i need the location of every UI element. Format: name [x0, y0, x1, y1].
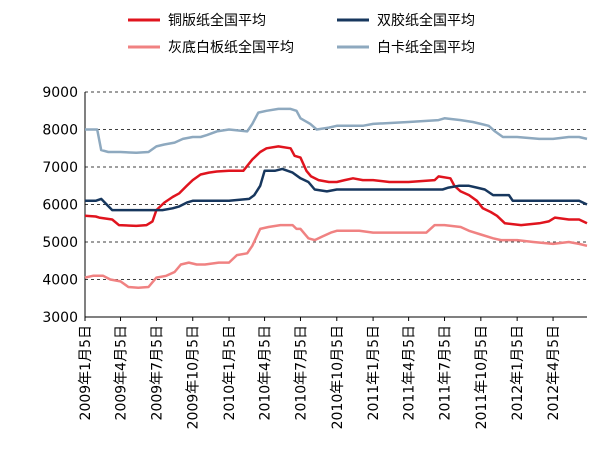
x-tick-label: 2010年7月5日	[293, 325, 309, 420]
legend-label: 白卡纸全国平均	[377, 39, 475, 56]
legend-label: 铜版纸全国平均	[168, 12, 266, 29]
x-axis-tick-labels: 2009年1月5日 2009年4月5日 2009年7月5日 2009年10月5日 201…	[78, 325, 562, 429]
series-line	[85, 107, 588, 155]
x-tick-label: 2010年1月5日	[222, 325, 238, 420]
series-line	[84, 145, 588, 228]
legend-label: 灰底白板纸全国平均	[168, 39, 294, 56]
y-tick-label: 7000	[42, 160, 78, 176]
x-tick-label: 2010年10月5日	[330, 325, 346, 429]
chart-series-lines	[84, 107, 588, 290]
legend-label: 双胶纸全国平均	[377, 12, 475, 29]
x-tick-label: 2011年1月5日	[366, 325, 382, 420]
x-tick-label: 2012年4月5日	[546, 325, 562, 420]
x-tick-label: 2012年1月5日	[510, 325, 526, 420]
y-tick-label: 5000	[42, 235, 78, 251]
y-tick-label: 3000	[42, 310, 78, 326]
x-tick-label: 2009年7月5日	[149, 325, 165, 420]
y-tick-label: 6000	[42, 198, 78, 214]
y-tick-label: 8000	[42, 123, 78, 139]
series-line	[84, 223, 588, 290]
chart-gridlines	[85, 91, 587, 280]
y-tick-label: 4000	[42, 273, 78, 289]
y-tick-label: 9000	[42, 85, 78, 101]
x-tick-label: 2009年1月5日	[78, 325, 94, 420]
series-line	[85, 167, 588, 212]
x-tick-label: 2011年4月5日	[402, 325, 418, 420]
y-axis-tick-labels: 3000 4000 5000 6000 7000 8000 9000	[42, 85, 78, 326]
x-tick-label: 2011年7月5日	[438, 325, 454, 420]
x-tick-label: 2011年10月5日	[474, 325, 490, 429]
x-tick-label: 2009年4月5日	[114, 325, 130, 420]
x-tick-label: 2010年4月5日	[258, 325, 274, 420]
x-tick-label: 2009年10月5日	[186, 325, 202, 429]
chart-axes	[84, 92, 587, 321]
